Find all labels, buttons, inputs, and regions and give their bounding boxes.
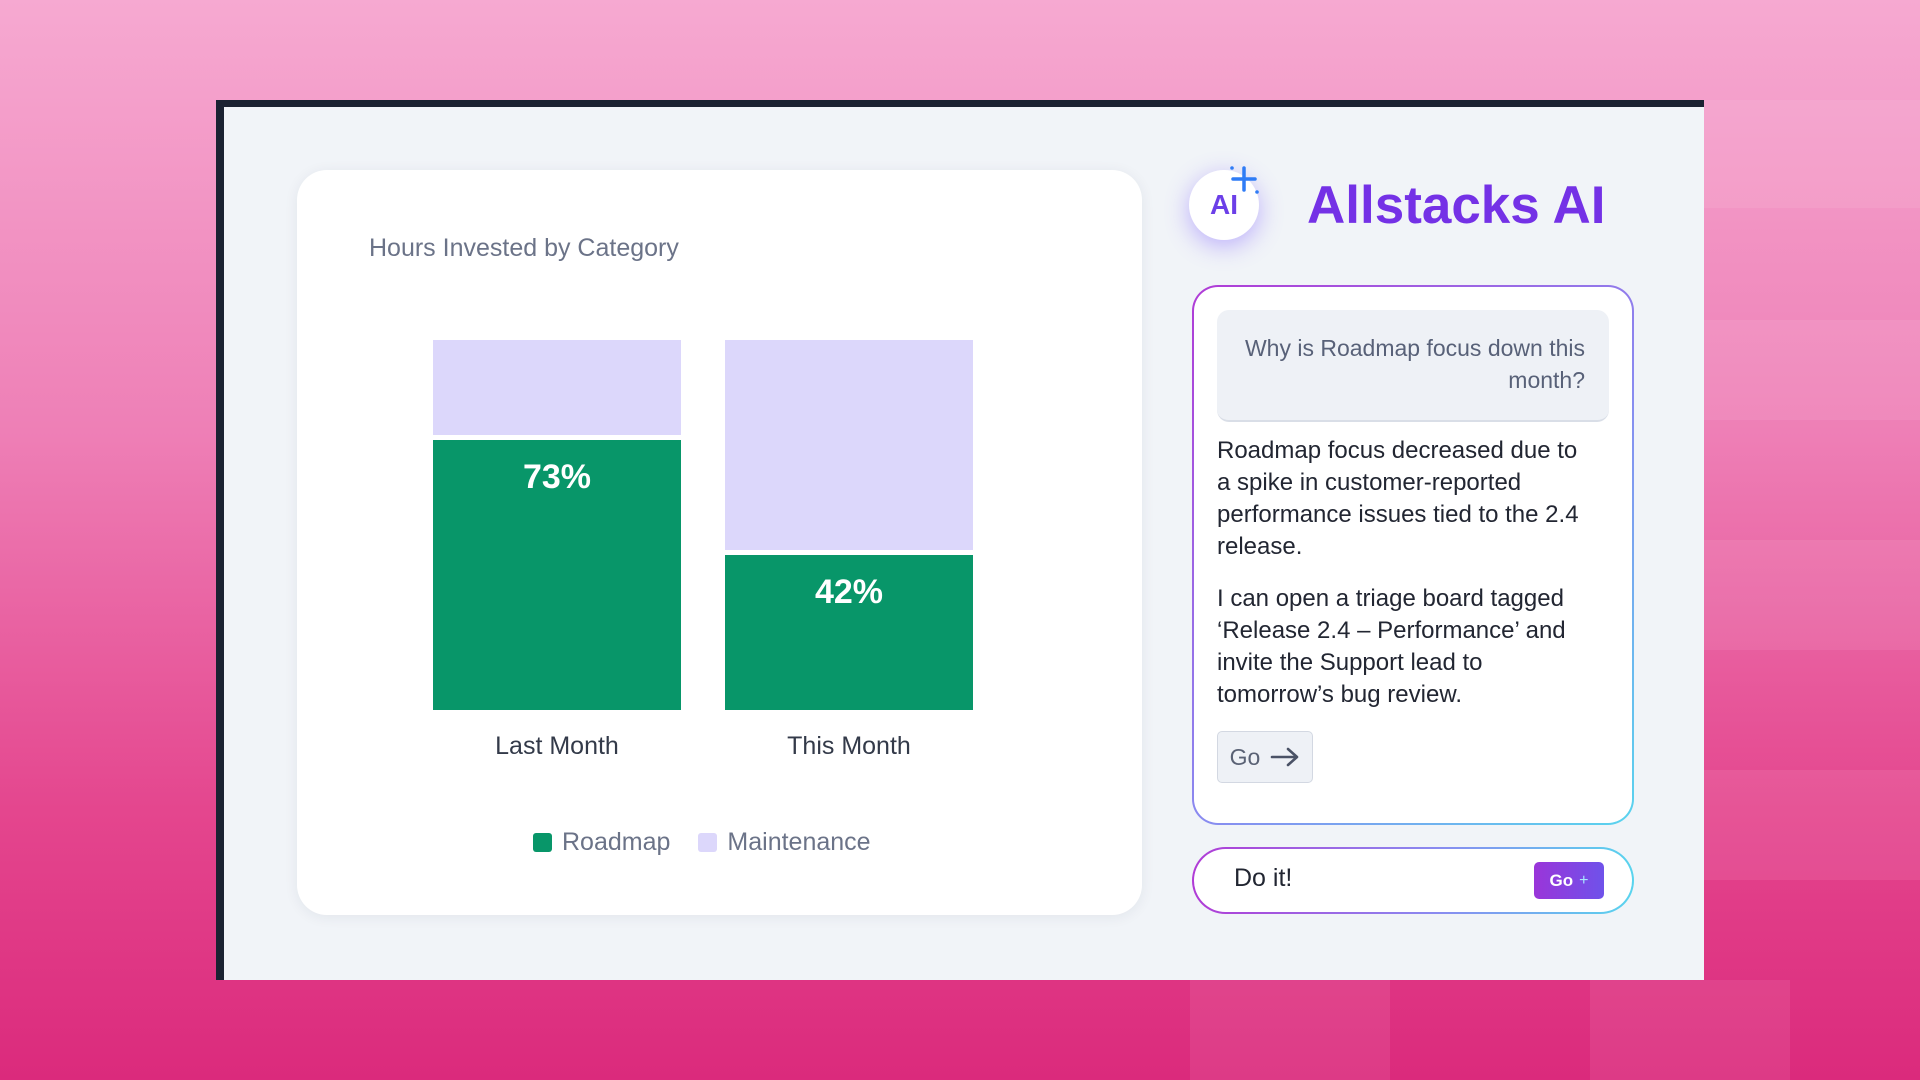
bar-data-label-0: 73% — [522, 458, 592, 496]
user-question-bubble: Why is Roadmap focus down this month? — [1217, 310, 1609, 422]
legend-swatch-maintenance — [698, 833, 718, 852]
chart-card: Hours Invested by Category 73% Last Month… — [297, 170, 1142, 915]
app-window: Hours Invested by Category 73% Last Month… — [216, 100, 1704, 980]
assistant-answer-paragraph-2: I can open a triage board tagged ‘Releas… — [1217, 585, 1566, 708]
legend-item-roadmap: Roadmap — [533, 828, 670, 857]
ai-badge-text: AI — [1210, 189, 1238, 220]
prompt-input-container: Go + — [1192, 847, 1634, 914]
legend-label-maintenance: Maintenance — [727, 828, 871, 856]
sparkle-icon — [1230, 166, 1259, 194]
go-button[interactable]: Go — [1217, 731, 1313, 783]
assistant-answer-paragraph-1: Roadmap focus decreased due to a spike i… — [1217, 437, 1579, 560]
legend-swatch-roadmap — [533, 833, 552, 852]
chat-panel: Why is Roadmap focus down this month? Ro… — [1192, 285, 1634, 825]
category-label-1: This Month — [787, 732, 911, 760]
bar-roadmap-0 — [433, 440, 681, 710]
bar-maintenance-0 — [433, 340, 681, 435]
chart-title: Hours Invested by Category — [369, 234, 679, 262]
bar-maintenance-1 — [725, 340, 973, 550]
category-label-0: Last Month — [495, 732, 619, 760]
assistant-title: Allstacks AI — [1307, 176, 1606, 235]
prompt-input[interactable] — [1234, 864, 1504, 893]
legend-label-roadmap: Roadmap — [562, 828, 671, 856]
arrow-right-icon — [1271, 747, 1299, 767]
bar-data-label-1: 42% — [814, 573, 884, 611]
ai-badge-icon: AI — [1189, 166, 1259, 240]
chart-legend: Roadmap Maintenance — [533, 828, 899, 857]
send-go-button[interactable]: Go + — [1534, 862, 1604, 899]
bar-roadmap-1 — [725, 555, 973, 710]
legend-item-maintenance: Maintenance — [698, 828, 871, 857]
sparkle-plus-icon: + — [1579, 871, 1589, 889]
send-button-label: Go — [1549, 870, 1574, 890]
go-button-label: Go — [1229, 743, 1261, 770]
